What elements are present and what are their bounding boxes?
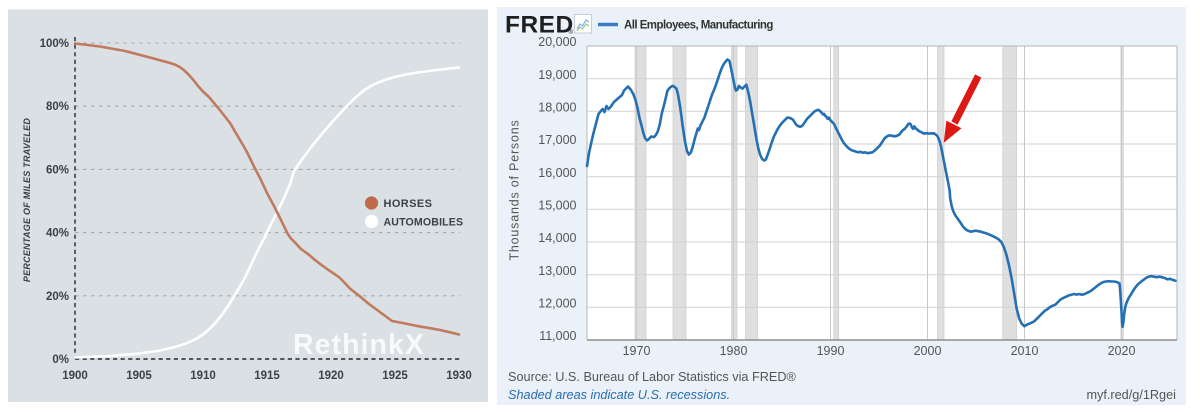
svg-text:2000: 2000 — [914, 344, 942, 358]
svg-text:1980: 1980 — [720, 344, 748, 358]
svg-text:13,000: 13,000 — [538, 264, 576, 278]
svg-text:RethinkX: RethinkX — [293, 329, 425, 361]
svg-text:®: ® — [569, 29, 574, 36]
svg-text:20%: 20% — [46, 291, 69, 303]
svg-text:16,000: 16,000 — [538, 166, 576, 180]
svg-text:Source: U.S. Bureau of Labor S: Source: U.S. Bureau of Labor Statistics … — [508, 370, 797, 384]
svg-text:1930: 1930 — [446, 370, 472, 382]
svg-text:18,000: 18,000 — [538, 101, 576, 115]
svg-text:19,000: 19,000 — [538, 68, 576, 82]
svg-text:100%: 100% — [40, 38, 69, 50]
svg-text:PERCENTAGE OF MILES TRAVELED: PERCENTAGE OF MILES TRAVELED — [22, 118, 32, 282]
svg-text:AUTOMOBILES: AUTOMOBILES — [384, 217, 464, 229]
svg-text:HORSES: HORSES — [384, 198, 433, 210]
svg-text:1915: 1915 — [254, 370, 280, 382]
svg-text:1905: 1905 — [126, 370, 152, 382]
svg-text:Thousands of Persons: Thousands of Persons — [508, 119, 522, 260]
svg-text:15,000: 15,000 — [538, 199, 576, 213]
svg-text:myf.red/g/1Rgei: myf.red/g/1Rgei — [1086, 388, 1176, 402]
svg-text:Shaded areas indicate U.S. rec: Shaded areas indicate U.S. recessions. — [508, 388, 730, 402]
svg-text:1925: 1925 — [382, 370, 408, 382]
svg-text:12,000: 12,000 — [538, 297, 576, 311]
svg-text:17,000: 17,000 — [538, 133, 576, 147]
svg-text:40%: 40% — [46, 228, 69, 240]
svg-text:60%: 60% — [46, 164, 69, 176]
svg-text:1910: 1910 — [190, 370, 216, 382]
svg-text:11,000: 11,000 — [539, 329, 576, 343]
svg-text:2010: 2010 — [1011, 344, 1039, 358]
svg-text:14,000: 14,000 — [538, 231, 576, 245]
svg-text:FRED: FRED — [505, 12, 574, 39]
svg-text:20,000: 20,000 — [538, 35, 576, 49]
svg-text:All Employees, Manufacturing: All Employees, Manufacturing — [624, 20, 773, 32]
svg-text:2020: 2020 — [1108, 344, 1136, 358]
svg-text:80%: 80% — [46, 101, 69, 113]
svg-text:1920: 1920 — [318, 370, 344, 382]
svg-text:0%: 0% — [52, 354, 69, 366]
svg-text:1900: 1900 — [62, 370, 88, 382]
svg-text:1970: 1970 — [623, 344, 651, 358]
svg-text:1990: 1990 — [817, 344, 845, 358]
